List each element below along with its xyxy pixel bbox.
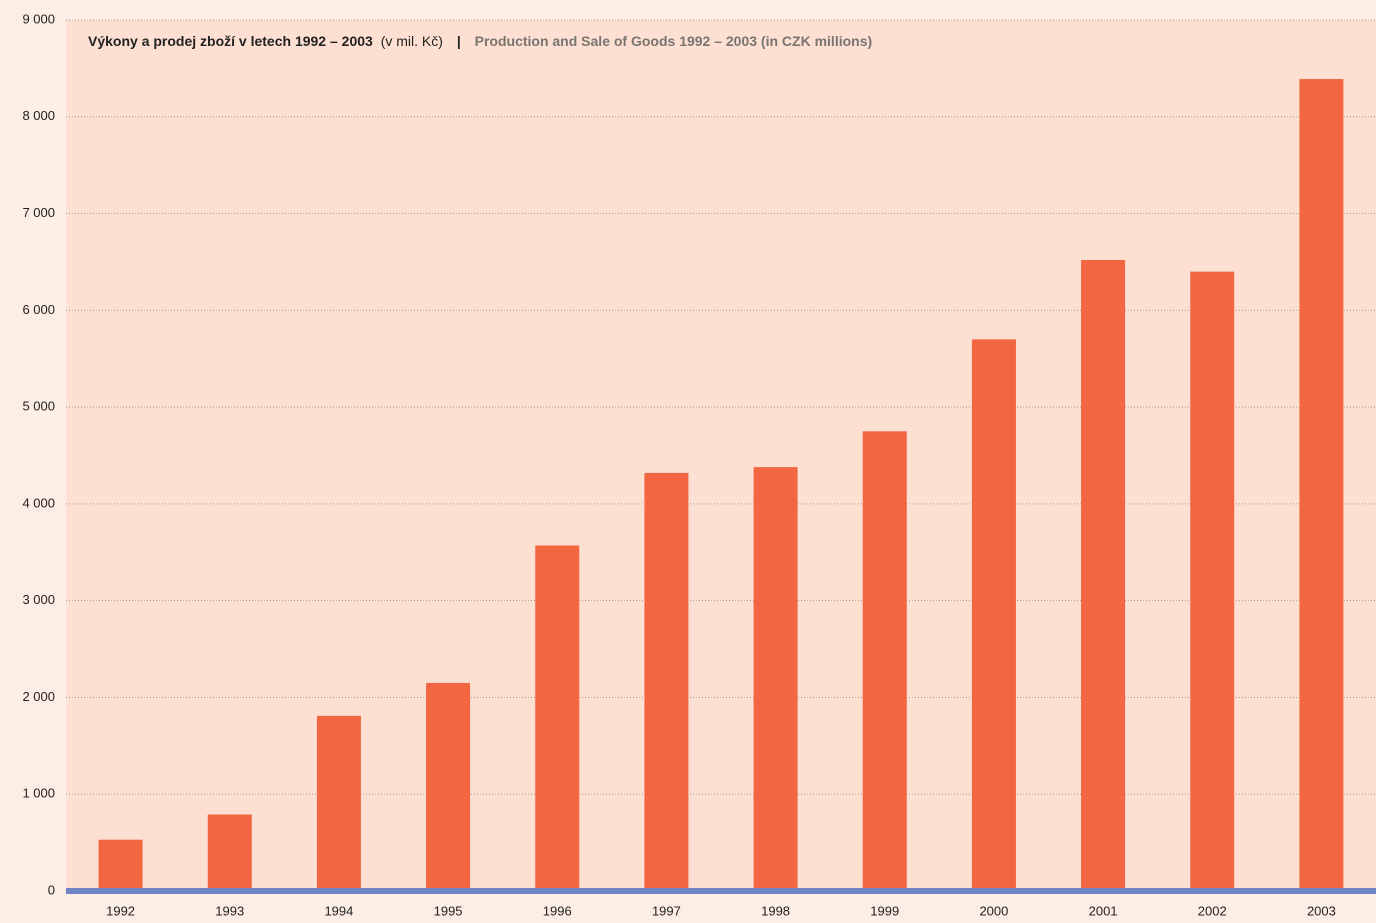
x-tick-label: 1998 (761, 903, 790, 918)
x-tick-label: 2002 (1198, 903, 1227, 918)
y-tick-label: 5 000 (22, 399, 55, 414)
bar (862, 431, 907, 891)
y-tick-label: 4 000 (22, 495, 55, 510)
title-separator: | (457, 33, 461, 49)
bar (644, 472, 689, 891)
y-tick-label: 7 000 (22, 205, 55, 220)
x-tick-label: 1993 (215, 903, 244, 918)
bar (207, 814, 252, 891)
title-en: Production and Sale of Goods 1992 – 2003… (475, 33, 873, 49)
y-tick-label: 3 000 (22, 592, 55, 607)
bar (1299, 79, 1344, 892)
x-tick-label: 1992 (106, 903, 135, 918)
x-tick-label: 1996 (543, 903, 572, 918)
x-tick-label: 1994 (324, 903, 353, 918)
x-tick-label: 2000 (979, 903, 1008, 918)
x-tick-label: 1999 (870, 903, 899, 918)
bar (1081, 260, 1126, 891)
x-tick-label: 1997 (652, 903, 681, 918)
bar (753, 467, 798, 891)
title-unit: (v mil. Kč) (381, 33, 443, 49)
y-tick-label: 1 000 (22, 786, 55, 801)
x-tick-label: 2001 (1089, 903, 1118, 918)
bar (98, 839, 143, 891)
x-tick-label: 2003 (1307, 903, 1336, 918)
bar (316, 715, 361, 891)
y-tick-label: 8 000 (22, 108, 55, 123)
y-tick-label: 0 (48, 882, 55, 897)
bar (971, 339, 1016, 891)
bar (1190, 271, 1235, 892)
y-tick-label: 6 000 (22, 302, 55, 317)
x-tick-label: 1995 (434, 903, 463, 918)
y-tick-label: 9 000 (22, 11, 55, 26)
bar (426, 682, 471, 891)
plot-background (66, 20, 1376, 891)
y-tick-label: 2 000 (22, 689, 55, 704)
title-cs: Výkony a prodej zboží v letech 1992 – 20… (88, 33, 373, 49)
bar (535, 545, 580, 891)
chart-title: Výkony a prodej zboží v letech 1992 – 20… (88, 33, 872, 49)
